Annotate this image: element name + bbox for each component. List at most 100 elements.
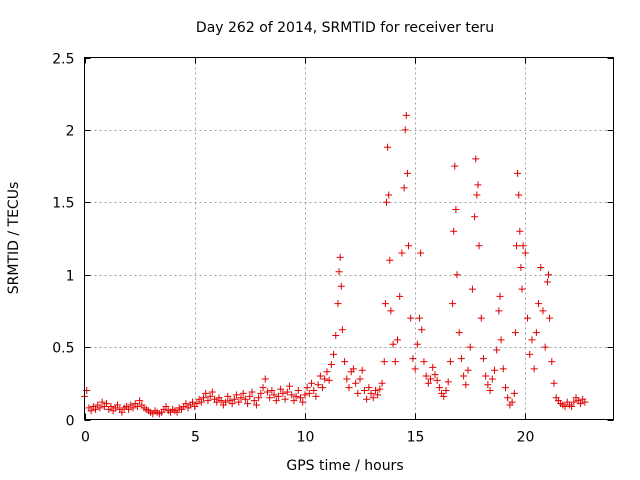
data-point [319, 384, 327, 392]
data-point [452, 206, 460, 214]
y-tick-label: 1 [66, 269, 75, 285]
data-point [369, 394, 377, 402]
x-tick-label: 5 [191, 430, 200, 446]
data-point [272, 397, 280, 405]
data-point [173, 408, 181, 416]
y-tick-label: 0 [66, 414, 75, 430]
data-point [550, 379, 558, 387]
data-point [252, 401, 260, 409]
data-point [384, 143, 392, 151]
data-point [535, 300, 543, 308]
data-point [354, 389, 362, 397]
data-point [422, 372, 430, 380]
data-point [292, 392, 300, 400]
data-point [440, 392, 448, 400]
y-tick-label: 0.5 [52, 341, 74, 357]
data-point [449, 300, 457, 308]
data-point [474, 181, 482, 189]
data-point [475, 242, 483, 250]
data-point [420, 358, 428, 366]
data-point [118, 408, 126, 416]
data-point [277, 385, 285, 393]
data-point [466, 343, 474, 351]
data-point [334, 300, 342, 308]
data-point [374, 391, 382, 399]
data-point [330, 350, 338, 358]
grid-layer [84, 57, 614, 420]
data-point [335, 268, 343, 276]
data-point [462, 381, 470, 389]
data-point [417, 249, 425, 257]
data-point [385, 191, 393, 199]
plot-frame [84, 57, 614, 420]
data-point [356, 375, 364, 383]
data-point [405, 242, 413, 250]
data-point [312, 392, 320, 400]
data-point [228, 400, 236, 408]
data-point [244, 400, 252, 408]
data-point [391, 358, 399, 366]
data-point [519, 242, 527, 250]
data-point [427, 375, 435, 383]
data-point [510, 389, 518, 397]
data-point [451, 162, 459, 170]
data-point [570, 398, 578, 406]
data-point [468, 285, 476, 293]
data-point [308, 379, 316, 387]
data-point [297, 394, 305, 402]
data-point [413, 340, 421, 348]
data-point [511, 329, 519, 337]
data-point [407, 314, 415, 322]
data-point [497, 336, 505, 344]
data-point [325, 376, 333, 384]
data-point [197, 398, 205, 406]
data-point [107, 402, 115, 410]
data-point [386, 256, 394, 264]
data-point [352, 379, 360, 387]
data-point [283, 388, 291, 396]
data-point [499, 365, 507, 373]
data-point [382, 198, 390, 206]
data-point [241, 395, 249, 403]
data-point [208, 388, 216, 396]
data-point [193, 400, 201, 408]
data-point [288, 391, 296, 399]
data-point [514, 169, 522, 177]
data-point [343, 375, 351, 383]
data-point [363, 395, 371, 403]
data-point [332, 332, 340, 340]
data-point [103, 400, 111, 408]
y-tick-label: 2.5 [52, 52, 74, 68]
x-axis-label: GPS time / hours [286, 458, 403, 474]
chart-title: Day 262 of 2014, SRMTID for receiver ter… [196, 20, 494, 36]
data-point [546, 314, 554, 322]
data-point [310, 387, 318, 395]
data-point [237, 394, 245, 402]
data-point [327, 360, 335, 368]
data-point [349, 365, 357, 373]
data-point [455, 329, 463, 337]
data-point [316, 372, 324, 380]
data-point [87, 407, 95, 415]
data-point [517, 263, 525, 271]
data-point [261, 375, 269, 383]
data-point [526, 350, 534, 358]
data-point [403, 169, 411, 177]
data-point [398, 249, 406, 257]
data-point [246, 392, 254, 400]
data-point [561, 402, 569, 410]
data-point [396, 292, 404, 300]
data-point [435, 384, 443, 392]
data-point [266, 394, 274, 402]
data-point [129, 404, 137, 412]
data-point [224, 392, 232, 400]
data-point [189, 398, 197, 406]
data-point [548, 358, 556, 366]
data-point [341, 358, 349, 366]
data-point [521, 249, 529, 257]
data-point [446, 358, 454, 366]
data-point [484, 381, 492, 389]
data-point [239, 389, 247, 397]
y-axis-label: SRMTID / TECUs [6, 182, 22, 295]
